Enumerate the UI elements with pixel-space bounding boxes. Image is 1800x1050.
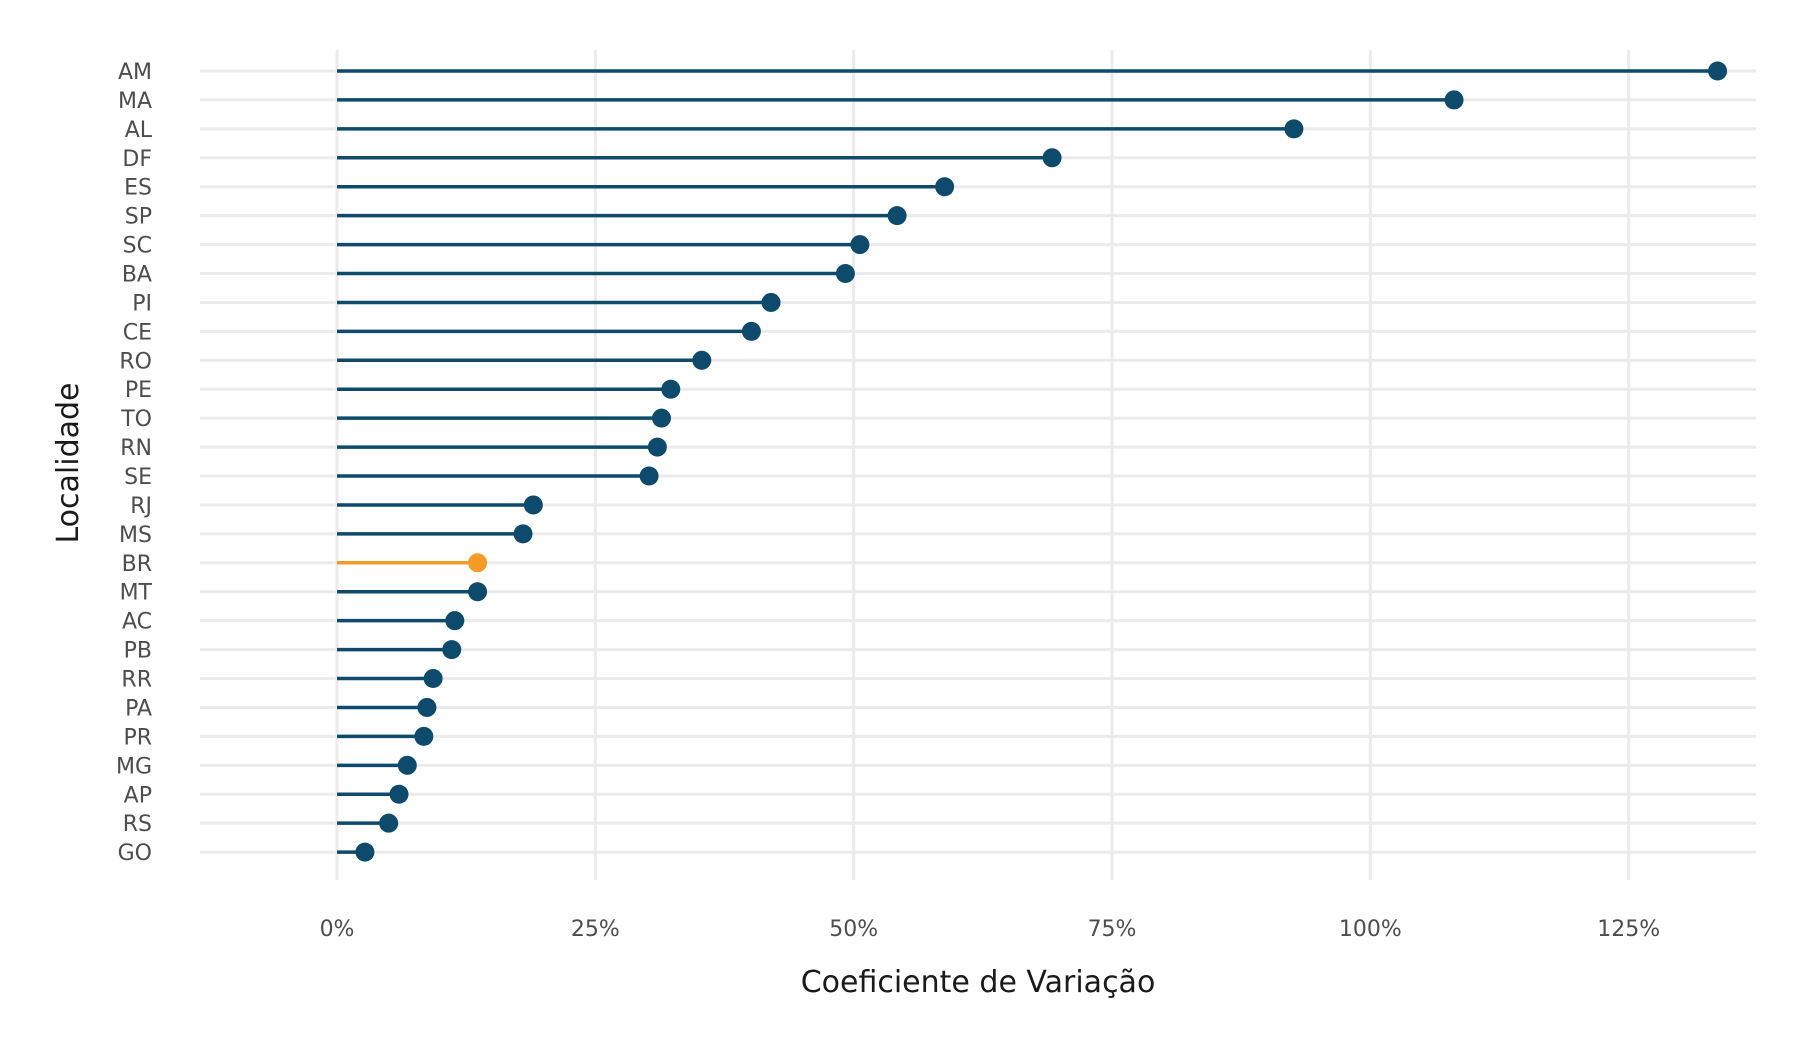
point-rn: [647, 437, 667, 457]
point-mg: [397, 755, 417, 775]
point-sc: [850, 235, 870, 255]
point-pi: [761, 292, 781, 312]
point-to: [651, 408, 671, 428]
lollipop-stems: [337, 69, 1718, 854]
y-tick-label: TO: [120, 407, 152, 432]
point-es: [935, 177, 955, 197]
y-tick-label: BR: [122, 552, 152, 577]
x-axis-title: Coeficiente de Variação: [801, 965, 1156, 1000]
y-tick-label: MT: [120, 581, 153, 606]
point-pa: [417, 697, 437, 717]
point-br: [468, 553, 488, 573]
y-tick-label: DF: [122, 147, 152, 172]
point-pe: [661, 379, 681, 399]
x-tick-label: 100%: [1339, 917, 1402, 942]
point-pr: [414, 726, 434, 746]
point-df: [1042, 148, 1062, 168]
y-tick-label: RR: [121, 668, 152, 693]
y-tick-label: SC: [123, 234, 152, 259]
y-tick-label: PI: [132, 291, 152, 316]
point-ap: [389, 784, 409, 804]
x-tick-label: 0%: [320, 917, 355, 942]
y-tick-label: RJ: [130, 494, 152, 519]
x-tick-label: 125%: [1597, 917, 1660, 942]
point-am: [1708, 61, 1728, 81]
y-tick-label: SP: [125, 205, 152, 230]
y-axis-title: Localidade: [51, 382, 86, 543]
point-mt: [468, 582, 488, 602]
point-ba: [835, 264, 855, 284]
point-ro: [692, 350, 712, 370]
x-tick-label: 25%: [571, 917, 620, 942]
x-tick-labels: 0% 25% 50% 75% 100% 125%: [320, 917, 1661, 942]
y-tick-label: MG: [116, 754, 152, 779]
y-tick-label: CE: [123, 320, 152, 345]
y-tick-label: PA: [125, 696, 152, 721]
y-tick-label: AL: [125, 118, 153, 143]
y-tick-label: AP: [124, 783, 152, 808]
y-tick-label: BA: [122, 263, 152, 288]
y-tick-label: SE: [124, 465, 152, 490]
y-tick-label: ES: [124, 176, 152, 201]
point-rs: [379, 813, 399, 833]
lollipop-dots: [355, 61, 1728, 862]
grid-lines: [200, 50, 1756, 880]
point-al: [1284, 119, 1304, 139]
y-tick-label: MS: [119, 523, 152, 548]
point-ce: [741, 321, 761, 341]
y-tick-label: RO: [119, 349, 152, 374]
point-go: [355, 842, 375, 862]
y-tick-label: AC: [122, 610, 152, 635]
y-tick-label: RN: [120, 436, 152, 461]
point-rr: [423, 669, 443, 689]
x-tick-label: 75%: [1088, 917, 1137, 942]
x-tick-label: 50%: [829, 917, 878, 942]
y-tick-label: AM: [118, 60, 152, 85]
point-pb: [442, 640, 462, 660]
point-ma: [1444, 90, 1464, 110]
point-rj: [523, 495, 543, 515]
y-tick-label: MA: [118, 89, 152, 114]
y-tick-label: PR: [123, 725, 152, 750]
point-se: [639, 466, 659, 486]
point-ac: [445, 611, 465, 631]
point-ms: [513, 524, 533, 544]
point-sp: [887, 206, 907, 226]
y-tick-labels: AM MA AL DF ES SP SC BA PI CE RO PE TO RN SE RJ MS BR MT AC…: [116, 60, 153, 866]
y-tick-label: PE: [125, 378, 152, 403]
y-tick-label: RS: [123, 812, 152, 837]
y-tick-label: PB: [124, 639, 152, 664]
y-tick-label: GO: [118, 841, 152, 866]
